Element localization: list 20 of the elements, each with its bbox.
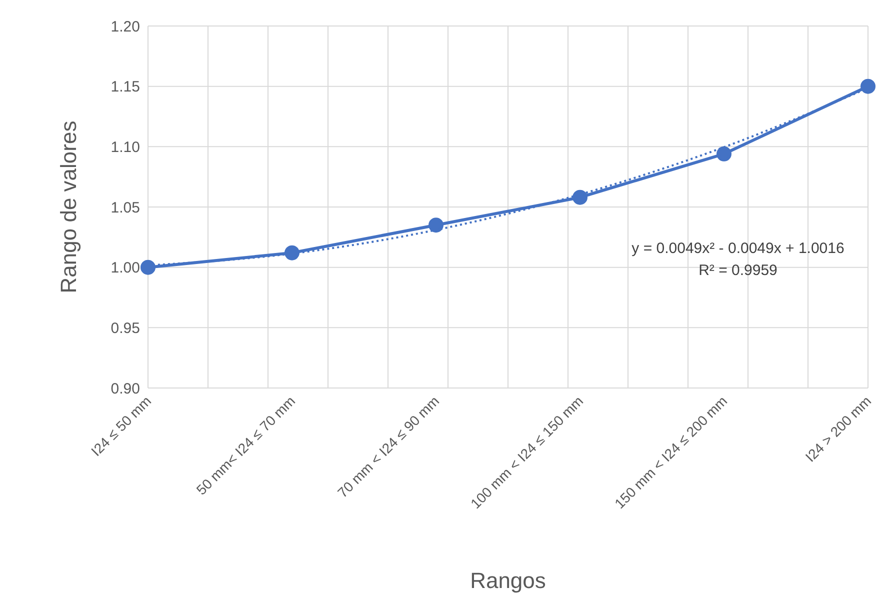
point <box>428 218 444 233</box>
y-tick-label: 1.20 <box>110 18 140 36</box>
y-axis-title: Rango de valores <box>56 120 81 294</box>
x-tick-label: 70 mm < I24 ≤ 90 mm <box>334 392 442 501</box>
point <box>860 78 876 94</box>
y-tick-label: 1.10 <box>110 138 140 156</box>
x-tick-label: 150 mm < I24 ≤ 200 mm <box>611 392 730 512</box>
point <box>716 146 732 162</box>
x-tick-label: 100 mm < I24 ≤ 150 mm <box>467 392 586 512</box>
y-tick-label: 1.15 <box>110 78 140 96</box>
annotation: R² = 0.9959 <box>698 262 778 279</box>
point <box>140 260 156 275</box>
y-tick-label: 0.95 <box>110 320 140 337</box>
x-tick-label: I24 > 200 mm <box>802 392 874 465</box>
x-axis-title: Rangos <box>470 568 546 593</box>
y-tick-label: 1.05 <box>110 199 140 216</box>
point <box>572 190 588 205</box>
annotation: y = 0.0049x² - 0.0049x + 1.0016 <box>630 240 846 257</box>
y-tick-label: 1.00 <box>110 260 140 277</box>
point <box>284 245 300 260</box>
